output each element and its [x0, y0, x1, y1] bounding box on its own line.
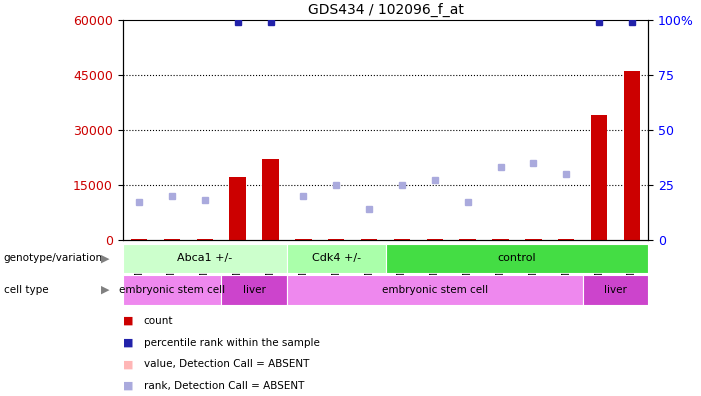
Title: GDS434 / 102096_f_at: GDS434 / 102096_f_at: [308, 3, 463, 17]
Bar: [196, 239, 213, 240]
Text: Abca1 +/-: Abca1 +/-: [177, 253, 233, 263]
Text: ■: ■: [123, 359, 133, 369]
Bar: [591, 115, 607, 240]
Text: Cdk4 +/-: Cdk4 +/-: [312, 253, 361, 263]
Bar: [287, 275, 583, 305]
Text: liver: liver: [243, 285, 266, 295]
Text: cell type: cell type: [4, 285, 48, 295]
Text: ▶: ▶: [101, 285, 109, 295]
Text: ■: ■: [123, 316, 133, 326]
Bar: [287, 244, 386, 273]
Bar: [123, 244, 287, 273]
Bar: [328, 239, 344, 240]
Text: value, Detection Call = ABSENT: value, Detection Call = ABSENT: [144, 359, 309, 369]
Bar: [427, 239, 443, 240]
Text: ▶: ▶: [101, 253, 109, 263]
Text: ■: ■: [123, 337, 133, 348]
Text: embryonic stem cell: embryonic stem cell: [382, 285, 488, 295]
Text: embryonic stem cell: embryonic stem cell: [119, 285, 225, 295]
Bar: [295, 239, 312, 240]
Text: control: control: [498, 253, 536, 263]
Bar: [624, 71, 640, 240]
Text: count: count: [144, 316, 173, 326]
Bar: [262, 159, 279, 240]
Bar: [123, 275, 222, 305]
Text: ■: ■: [123, 381, 133, 391]
Bar: [394, 239, 410, 240]
Bar: [222, 275, 287, 305]
Text: rank, Detection Call = ABSENT: rank, Detection Call = ABSENT: [144, 381, 304, 391]
Bar: [386, 244, 648, 273]
Bar: [361, 239, 377, 240]
Bar: [583, 275, 648, 305]
Bar: [229, 177, 246, 240]
Text: liver: liver: [604, 285, 627, 295]
Bar: [492, 239, 509, 240]
Text: percentile rank within the sample: percentile rank within the sample: [144, 337, 320, 348]
Text: genotype/variation: genotype/variation: [4, 253, 102, 263]
